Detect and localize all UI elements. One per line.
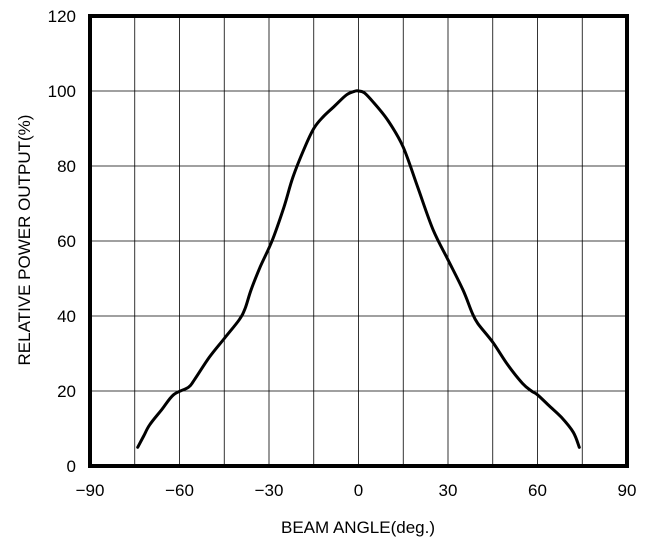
y-tick-label: 20	[57, 382, 76, 401]
y-tick-label: 80	[57, 157, 76, 176]
x-tick-label: −30	[255, 481, 284, 500]
x-axis-label: BEAM ANGLE(deg.)	[281, 518, 435, 537]
x-tick-label: 60	[528, 481, 547, 500]
x-tick-label: 90	[618, 481, 637, 500]
y-axis-label: RELATIVE POWER OUTPUT(%)	[15, 115, 34, 366]
x-axis-tick-labels: −90 −60 −30 0 30 60 90	[76, 481, 637, 500]
y-tick-label: 0	[67, 457, 76, 476]
x-tick-label: 30	[439, 481, 458, 500]
y-axis-tick-labels: 0 20 40 60 80 100 120	[48, 7, 76, 476]
x-tick-label: −60	[165, 481, 194, 500]
x-tick-label: 0	[354, 481, 363, 500]
y-tick-label: 120	[48, 7, 76, 26]
plot-frame	[88, 14, 629, 468]
y-tick-label: 40	[57, 307, 76, 326]
x-tick-label: −90	[76, 481, 105, 500]
series-line	[136, 89, 581, 449]
y-tick-label: 100	[48, 82, 76, 101]
y-tick-label: 60	[57, 232, 76, 251]
